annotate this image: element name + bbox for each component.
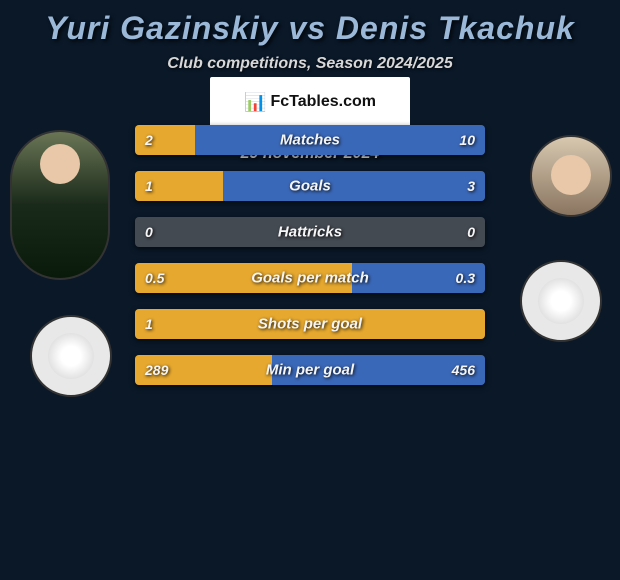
attribution-badge: 📊 FcTables.com [210,77,410,127]
club-left-logo [30,315,112,397]
stat-value-left: 0 [145,224,153,240]
stat-value-right: 0.3 [456,270,475,286]
stat-value-left: 2 [145,132,153,148]
stat-value-left: 289 [145,362,168,378]
player-right-avatar [530,135,612,217]
comparison-title: Yuri Gazinskiy vs Denis Tkachuk [0,10,620,47]
player-left-avatar [10,130,110,280]
stat-value-right: 0 [467,224,475,240]
stat-label: Goals per match [135,270,485,287]
stat-label: Hattricks [135,224,485,241]
stat-row: Matches2 10 [135,125,485,155]
stat-value-left: 1 [145,178,153,194]
stats-bars: Matches210Goals13Hattricks00Goals per ma… [135,125,485,401]
stat-row: Min per goal289 456 [135,355,485,385]
stat-row: Shots per goal1 [135,309,485,339]
stat-label: Min per goal [135,362,485,379]
stat-label: Goals [135,178,485,195]
attribution-text: FcTables.com [270,93,376,111]
stat-value-right: 10 [459,132,475,148]
stat-row: Goals1 3 [135,171,485,201]
stat-row: Hattricks0 0 [135,217,485,247]
stat-row: Goals per match0.5 0.3 [135,263,485,293]
club-right-logo [520,260,602,342]
comparison-subtitle: Club competitions, Season 2024/2025 [0,55,620,73]
stat-value-left: 0.5 [145,270,164,286]
stat-value-right: 3 [467,178,475,194]
stat-value-right: 456 [452,362,475,378]
stat-value-left: 1 [145,316,153,332]
stat-label: Shots per goal [135,316,485,333]
chart-icon: 📊 [244,92,266,113]
stat-label: Matches [135,132,485,149]
